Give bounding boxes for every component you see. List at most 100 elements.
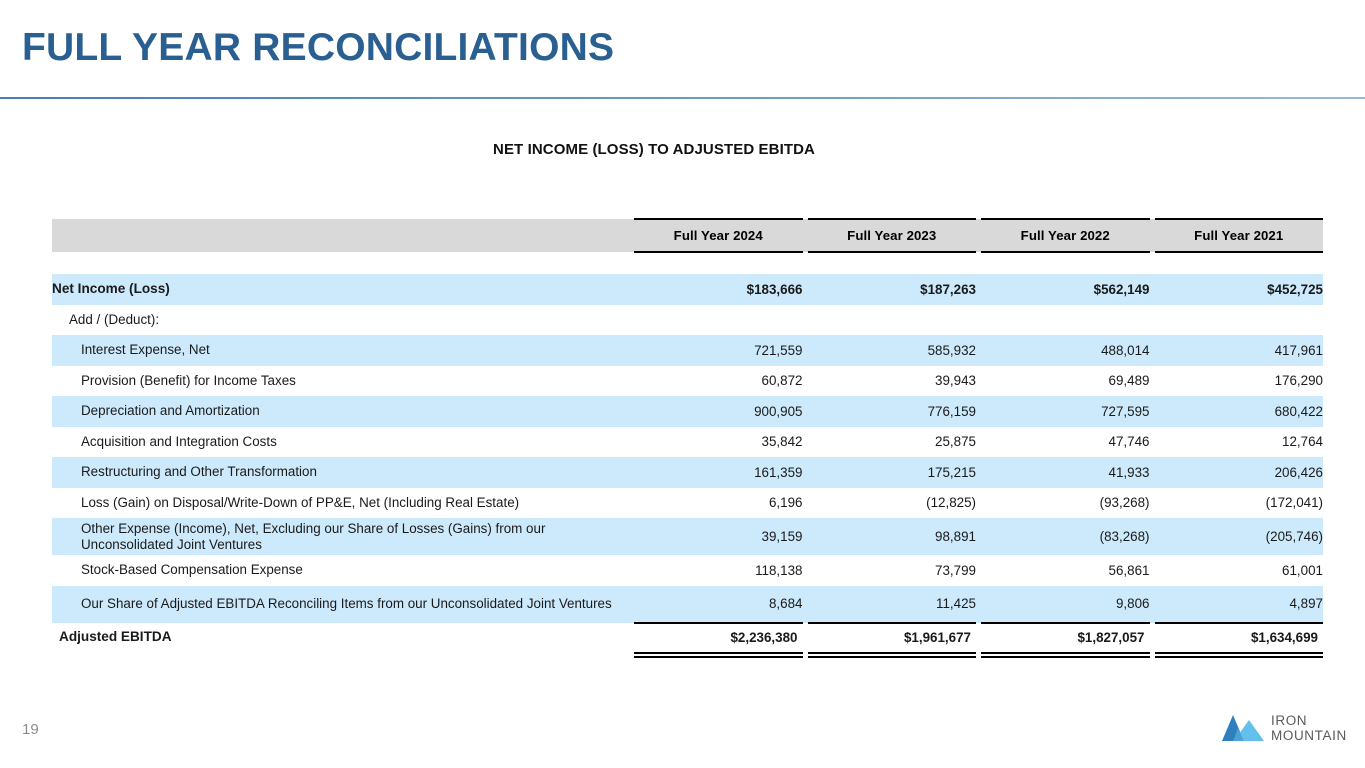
row-value-fy2022: $562,149: [981, 274, 1150, 305]
row-label: Add / (Deduct):: [52, 304, 634, 335]
row-value-fy2022: 47,746: [981, 426, 1150, 457]
row-value-fy2022: [981, 304, 1150, 335]
mountain-icon: [1222, 715, 1264, 741]
cell-gap: [976, 274, 981, 305]
row-value-fy2023: 39,943: [807, 365, 976, 396]
table-row: Depreciation and Amortization 900,905 77…: [52, 396, 1323, 427]
cell-gap: [802, 585, 808, 623]
cell-gap: [802, 396, 808, 427]
iron-mountain-logo: IRON MOUNTAIN: [1222, 712, 1347, 744]
cell-gap: [802, 304, 808, 335]
row-value-fy2021: 206,426: [1154, 457, 1323, 488]
cell-gap: [1149, 457, 1155, 488]
row-label: Stock-Based Compensation Expense: [52, 555, 634, 586]
total-label: Adjusted EBITDA: [59, 629, 172, 645]
logo-line-2: MOUNTAIN: [1271, 728, 1347, 743]
table-header-row: Full Year 2024 Full Year 2023 Full Year …: [52, 218, 1323, 253]
table-row: Loss (Gain) on Disposal/Write-Down of PP…: [52, 487, 1323, 518]
cell-gap: [1149, 487, 1155, 518]
table-row: Provision (Benefit) for Income Taxes 60,…: [52, 365, 1323, 396]
title-divider: [0, 97, 1365, 99]
row-value-fy2023: $187,263: [807, 274, 976, 305]
row-value-fy2021: 680,422: [1154, 396, 1323, 427]
row-label: Net Income (Loss): [52, 274, 634, 305]
column-header-fy2024: Full Year 2024: [634, 218, 803, 253]
row-label: Loss (Gain) on Disposal/Write-Down of PP…: [52, 487, 634, 518]
cell-gap: [976, 518, 981, 555]
reconciliation-table: Full Year 2024 Full Year 2023 Full Year …: [52, 218, 1323, 658]
row-value-fy2021: 12,764: [1154, 426, 1323, 457]
table-row: Other Expense (Income), Net, Excluding o…: [52, 518, 1323, 555]
row-value-fy2022: 41,933: [981, 457, 1150, 488]
cell-gap: [1149, 555, 1155, 586]
cell-gap: [976, 426, 981, 457]
table-row: Interest Expense, Net 721,559 585,932 48…: [52, 335, 1323, 366]
row-value-fy2021: 176,290: [1154, 365, 1323, 396]
row-value-fy2023: 11,425: [807, 585, 976, 623]
row-value-fy2022: 488,014: [981, 335, 1150, 366]
row-value-fy2024: 8,684: [634, 585, 803, 623]
row-label: Other Expense (Income), Net, Excluding o…: [52, 518, 634, 555]
cell-gap: [976, 396, 981, 427]
row-value-fy2023: 25,875: [807, 426, 976, 457]
cell-gap: [1149, 335, 1155, 366]
cell-gap: [976, 365, 981, 396]
table-caption: NET INCOME (LOSS) TO ADJUSTED EBITDA: [493, 141, 815, 158]
row-value-fy2024: 6,196: [634, 487, 803, 518]
cell-gap: [976, 585, 981, 623]
row-value-fy2024: 721,559: [634, 335, 803, 366]
cell-gap: [802, 335, 808, 366]
logo-line-1: IRON: [1271, 713, 1308, 728]
row-value-fy2022: 69,489: [981, 365, 1150, 396]
row-value-fy2024: 35,842: [634, 426, 803, 457]
row-value-fy2022: 56,861: [981, 555, 1150, 586]
table-row: Our Share of Adjusted EBITDA Reconciling…: [52, 585, 1323, 623]
table-row: Restructuring and Other Transformation 1…: [52, 457, 1323, 488]
row-value-fy2023: 585,932: [807, 335, 976, 366]
spacer-cell: [52, 252, 1323, 274]
row-value-fy2021: 61,001: [1154, 555, 1323, 586]
rule-fy2021: [1154, 652, 1323, 658]
total-value-fy2023: $1,961,677: [807, 621, 976, 654]
row-value-fy2022: (93,268): [981, 487, 1150, 518]
row-label: Restructuring and Other Transformation: [52, 457, 634, 488]
row-value-fy2023: 98,891: [807, 518, 976, 555]
row-value-fy2022: 727,595: [981, 396, 1150, 427]
cell-gap: [802, 274, 808, 305]
table-row: Add / (Deduct):: [52, 304, 1323, 335]
table-body: Net Income (Loss) $183,666 $187,263 $562…: [52, 252, 1323, 658]
cell-gap: [802, 457, 808, 488]
rule-fy2022: [981, 652, 1150, 658]
row-value-fy2024: 900,905: [634, 396, 803, 427]
rule-spacer: [52, 653, 634, 657]
cell-gap: [802, 365, 808, 396]
total-value-fy2022: $1,827,057: [981, 621, 1150, 654]
cell-gap: [802, 518, 808, 555]
column-header-fy2021: Full Year 2021: [1154, 218, 1323, 253]
logo-wordmark: IRON MOUNTAIN: [1271, 713, 1347, 743]
row-value-fy2021: 417,961: [1154, 335, 1323, 366]
cell-gap: [976, 487, 981, 518]
row-value-fy2023: 776,159: [807, 396, 976, 427]
row-value-fy2023: 73,799: [807, 555, 976, 586]
row-value-fy2022: 9,806: [981, 585, 1150, 623]
table-row: Net Income (Loss) $183,666 $187,263 $562…: [52, 274, 1323, 305]
column-header-fy2023: Full Year 2023: [807, 218, 976, 253]
row-value-fy2024: 60,872: [634, 365, 803, 396]
table-row: Acquisition and Integration Costs 35,842…: [52, 426, 1323, 457]
cell-gap: [802, 555, 808, 586]
row-value-fy2022: (83,268): [981, 518, 1150, 555]
row-value-fy2023: 175,215: [807, 457, 976, 488]
table-header: Full Year 2024 Full Year 2023 Full Year …: [52, 218, 1323, 253]
table-row: Stock-Based Compensation Expense 118,138…: [52, 555, 1323, 586]
header-label-cell: [52, 219, 634, 252]
row-value-fy2021: (205,746): [1154, 518, 1323, 555]
row-value-fy2024: $183,666: [634, 274, 803, 305]
row-value-fy2024: 118,138: [634, 555, 803, 586]
header-gap: [1149, 219, 1155, 252]
row-value-fy2021: 4,897: [1154, 585, 1323, 623]
row-value-fy2021: [1154, 304, 1323, 335]
table-spacer: [52, 252, 1323, 274]
cell-gap: [1149, 274, 1155, 305]
